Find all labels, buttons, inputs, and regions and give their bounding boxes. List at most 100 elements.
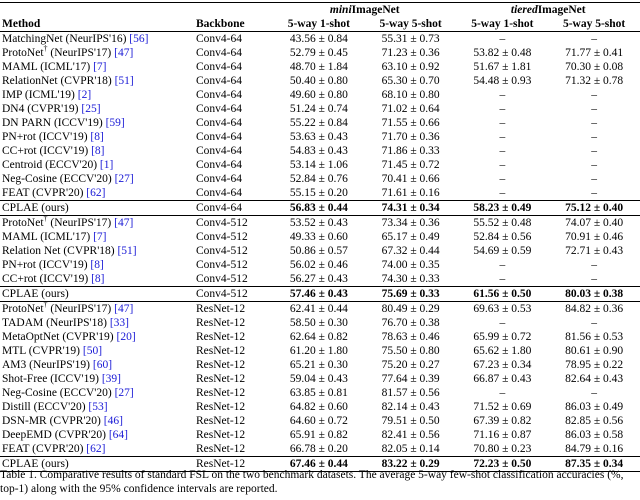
method-venue: (NeurIPS'17) [47, 217, 115, 229]
citation-link[interactable]: [8] [91, 273, 105, 285]
citation-link[interactable]: [56] [129, 33, 149, 45]
citation-link[interactable]: [50] [82, 345, 103, 357]
accuracy-cell-m5: 71.55 ± 0.66 [381, 117, 440, 129]
accuracy-cell-t1: 54.48 ± 0.93 [473, 75, 532, 87]
citation-link[interactable]: [27] [114, 387, 134, 399]
accuracy-cell-m5: 65.30 ± 0.70 [381, 75, 440, 87]
backbone-cell: ResNet-12 [196, 415, 246, 427]
accuracy-cell-t5: 86.03 ± 0.49 [565, 401, 624, 413]
accuracy-cell-t5: – [591, 259, 597, 271]
accuracy-cell-m1: 65.91 ± 0.82 [289, 429, 348, 441]
citation-link[interactable]: [62] [86, 443, 106, 455]
accuracy-cell-t1: – [499, 131, 506, 143]
accuracy-cell-ours-m1: 56.83 ± 0.44 [273, 200, 365, 216]
table-row: RelationNet (CVPR'18) [51] Conv4-64 50.40 … [0, 74, 640, 88]
citation-link[interactable]: [27] [114, 173, 134, 185]
method-name-ours: CPLAE (ours) [0, 456, 194, 472]
accuracy-cell-t5: 80.61 ± 0.90 [565, 345, 624, 357]
accuracy-cell-m5: 80.49 ± 0.29 [364, 301, 457, 316]
citation-link[interactable]: [60] [92, 359, 113, 371]
accuracy-cell-t1: 53.82 ± 0.48 [473, 47, 532, 59]
citation-link[interactable]: [46] [103, 415, 123, 427]
citation-link[interactable]: [2] [77, 89, 92, 101]
method-name: ProtoNet [2, 47, 44, 59]
accuracy-cell-m1: 50.86 ± 0.57 [289, 245, 348, 257]
method-cell: RelationNet (CVPR'18) [51] [0, 74, 194, 88]
method-name: RelationNet (CVPR'18) [2, 75, 115, 87]
table-row: Distill (ECCV'20) [53] ResNet-12 64.82 ± 0… [0, 400, 640, 414]
citation-link[interactable]: [64] [108, 429, 129, 441]
accuracy-cell-m5: 75.50 ± 0.80 [381, 345, 440, 357]
citation-link[interactable]: [8] [90, 259, 104, 271]
citation-link[interactable]: [7] [93, 61, 107, 73]
accuracy-cell-t1: 65.62 ± 1.80 [473, 345, 532, 357]
method-cell: DN4 (CVPR'19) [25] [0, 102, 194, 116]
table-row: DN PARN (ICCV'19) [59] Conv4-64 55.22 ± 0.… [0, 116, 640, 130]
header-row-groups: miniImageNet tieredImageNet [0, 2, 640, 17]
citation-link[interactable]: [8] [91, 145, 105, 157]
citation-link[interactable]: [47] [114, 303, 134, 315]
table-row: AM3 (NeurIPS'19) [60] ResNet-12 65.21 ± 0.… [0, 358, 640, 372]
accuracy-cell-m1: 63.85 ± 0.81 [289, 387, 348, 399]
accuracy-cell-t1: – [499, 173, 506, 185]
accuracy-cell-ours-t5: 75.12 ± 0.40 [548, 200, 640, 216]
accuracy-cell-m1: 64.82 ± 0.60 [289, 401, 348, 413]
table-row: ProtoNet† (NeurIPS'17) [47] Conv4-64 52.79… [0, 45, 640, 60]
accuracy-cell-m5: 82.05 ± 0.14 [381, 443, 440, 455]
citation-link[interactable]: [47] [114, 47, 134, 59]
method-name: Distill (ECCV'20) [2, 401, 89, 413]
accuracy-cell-m5: 71.02 ± 0.64 [381, 103, 440, 115]
backbone-cell: Conv4-64 [196, 187, 242, 199]
method-cell: ProtoNet† (NeurIPS'17) [47] [0, 301, 194, 316]
citation-link[interactable]: [59] [105, 117, 125, 129]
accuracy-cell-t5: – [591, 317, 597, 329]
accuracy-cell-m1: 49.33 ± 0.60 [289, 231, 348, 243]
citation-link[interactable]: [51] [114, 75, 134, 87]
accuracy-cell-m1: 62.41 ± 0.44 [273, 301, 365, 316]
method-name: CC+rot (ICCV'19) [2, 145, 92, 157]
accuracy-cell-t1: 71.52 ± 0.69 [473, 401, 532, 413]
method-name: FEAT (CVPR'20) [2, 443, 87, 455]
method-cell: AM3 (NeurIPS'19) [60] [0, 358, 194, 372]
results-body: MatchingNet (NeurIPS'16) [56] Conv4-64 43.… [0, 31, 640, 472]
table-row: DeepEMD (CVPR'20) [64] ResNet-12 65.91 ± 0… [0, 428, 640, 442]
citation-link[interactable]: [39] [101, 373, 121, 385]
accuracy-cell-t5: 71.32 ± 0.78 [565, 75, 624, 87]
method-name: Shot-Free (ICCV'19) [2, 373, 102, 385]
accuracy-cell-m1: 59.04 ± 0.43 [289, 373, 348, 385]
accuracy-cell-m1: 49.60 ± 0.80 [289, 89, 348, 101]
accuracy-cell-t5: 81.56 ± 0.53 [565, 331, 624, 343]
citation-link[interactable]: [33] [109, 317, 130, 329]
backbone-cell-ours: ResNet-12 [194, 456, 273, 472]
table-row: IMP (ICML'19) [2] Conv4-64 49.60 ± 0.80 68.… [0, 88, 640, 102]
method-name: MetaOptNet (CVPR'19) [2, 331, 117, 343]
citation-link[interactable]: [51] [117, 245, 137, 257]
accuracy-cell-t5: – [591, 173, 597, 185]
accuracy-cell-t5: – [591, 117, 597, 129]
citation-link[interactable]: [7] [93, 231, 107, 243]
citation-link[interactable]: [47] [114, 217, 134, 229]
accuracy-cell-t1: – [499, 103, 506, 115]
method-name: PN+rot (ICCV'19) [2, 259, 91, 271]
table-row: FEAT (CVPR'20) [62] ResNet-12 66.78 ± 0.20… [0, 442, 640, 457]
accuracy-cell-m5: 82.14 ± 0.43 [381, 401, 440, 413]
citation-link[interactable]: [8] [90, 131, 104, 143]
accuracy-cell-ours-t5: 80.03 ± 0.38 [548, 286, 640, 302]
method-cell: Shot-Free (ICCV'19) [39] [0, 372, 194, 386]
backbone-cell: Conv4-512 [194, 215, 273, 230]
citation-link[interactable]: [25] [81, 103, 101, 115]
table-caption: Table 1. Comparative results of standard… [0, 469, 624, 495]
table-row: PN+rot (ICCV'19) [8] Conv4-64 53.63 ± 0.43… [0, 130, 640, 144]
accuracy-cell-m1: 52.84 ± 0.76 [289, 173, 348, 185]
citation-link[interactable]: [53] [88, 401, 108, 413]
method-name: Neg-Cosine (ECCV'20) [2, 387, 115, 399]
accuracy-cell-t5: 70.91 ± 0.46 [565, 231, 624, 243]
accuracy-cell-t1: – [499, 387, 506, 399]
method-cell: DeepEMD (CVPR'20) [64] [0, 428, 194, 442]
citation-link[interactable]: [20] [116, 331, 136, 343]
citation-link[interactable]: [62] [86, 187, 106, 199]
citation-link[interactable]: [1] [99, 159, 114, 171]
method-name: CC+rot (ICCV'19) [2, 273, 92, 285]
accuracy-cell-m1: 56.02 ± 0.46 [289, 259, 348, 271]
header-method-spacer [0, 2, 194, 17]
